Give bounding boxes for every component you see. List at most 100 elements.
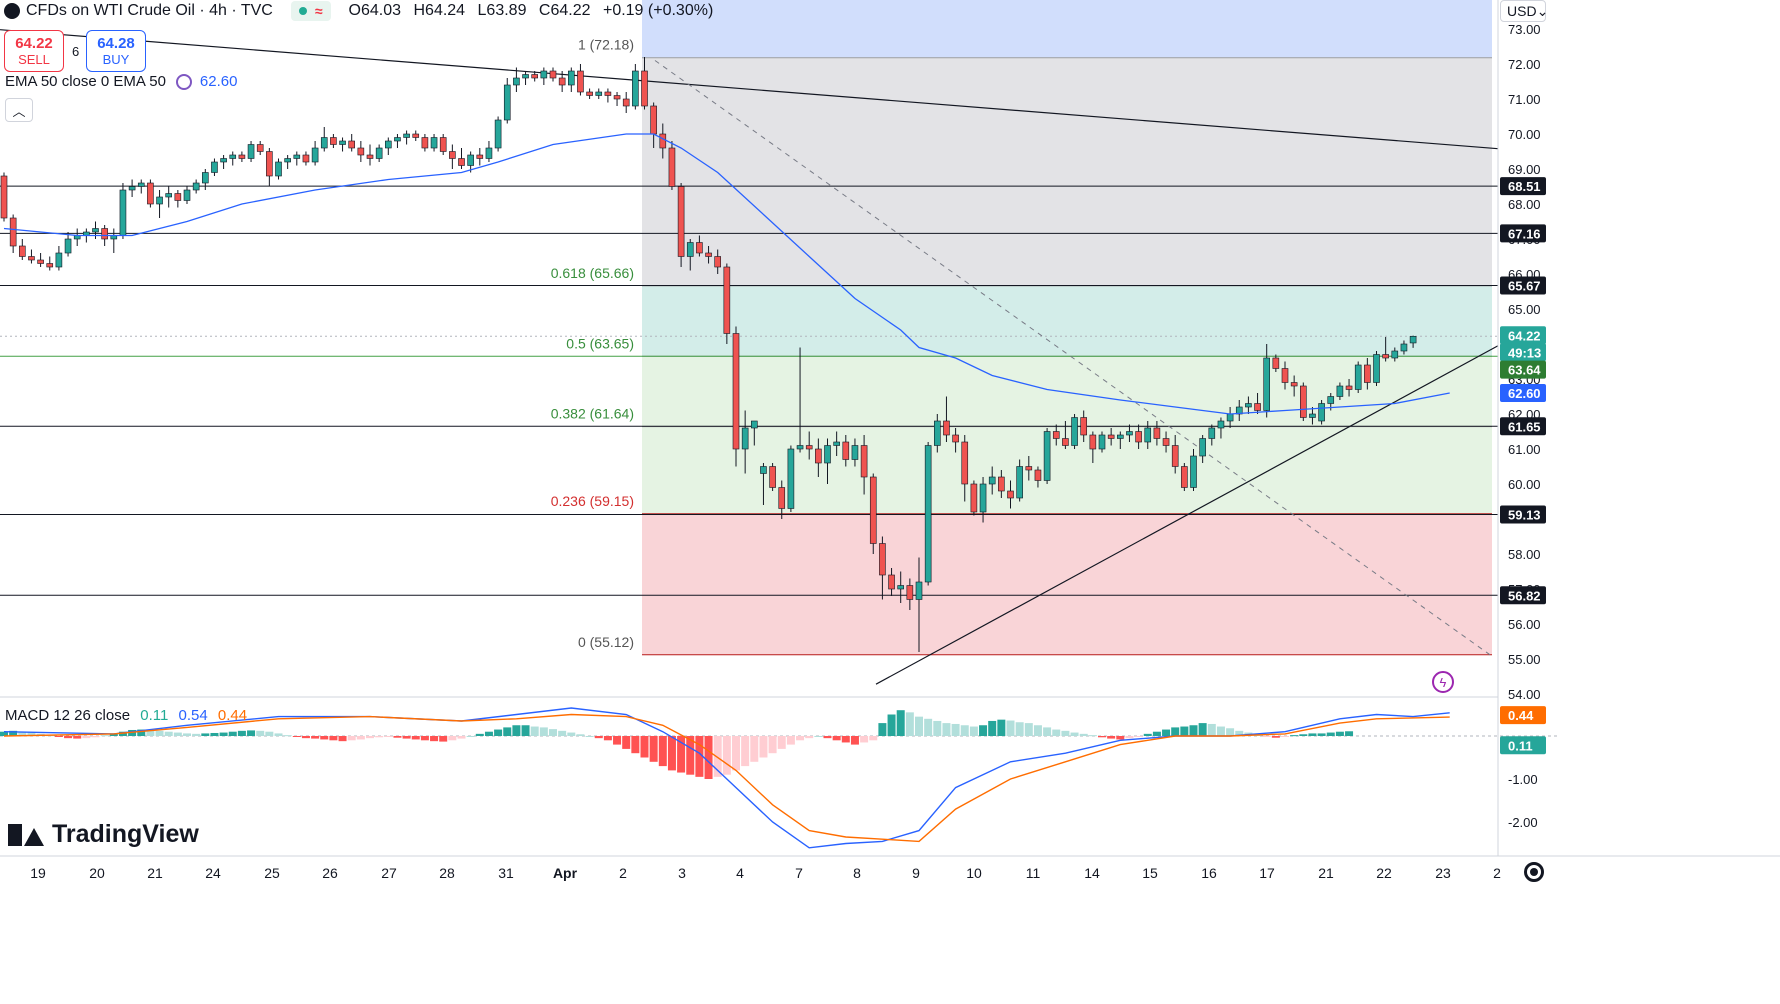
macd-histogram-bar [494, 729, 503, 736]
macd-histogram-bar [384, 736, 393, 737]
candle-down [705, 252, 712, 257]
candle-down [1181, 466, 1188, 488]
macd-histogram-bar [1152, 731, 1161, 736]
macd-histogram-bar [786, 736, 795, 745]
currency-selector[interactable]: USD ⌄ [1500, 0, 1548, 22]
macd-histogram-bar [292, 736, 301, 737]
macd-tag [1500, 706, 1546, 725]
macd-histogram-bar [759, 736, 768, 758]
macd-histogram-bar [640, 736, 649, 758]
time-tick-label: 25 [264, 865, 280, 881]
candle-down [1007, 490, 1014, 499]
brand-name: TradingView [52, 820, 199, 848]
price-tag-label: 63.64 [1508, 363, 1541, 378]
macd-histogram-bar [393, 736, 402, 738]
macd-histogram-bar [768, 736, 777, 754]
candle-up [1400, 343, 1408, 352]
collapse-legend-button[interactable]: ︿ [5, 98, 33, 122]
macd-histogram-bar [283, 735, 292, 737]
macd-histogram-bar [192, 733, 201, 736]
macd-histogram-bar [201, 733, 210, 736]
fib-label: 0.382 (61.64) [551, 406, 634, 422]
macd-histogram-bar [1271, 736, 1280, 738]
time-tick-label: 2 [1493, 865, 1501, 881]
buy-button[interactable]: 64.28 BUY [86, 30, 146, 72]
high-value: H64.24 [413, 2, 466, 19]
macd-histogram-bar [420, 736, 429, 741]
macd-histogram-bar [1107, 736, 1116, 739]
price-tag [1500, 384, 1546, 402]
candle-down [952, 434, 959, 443]
macd-histogram-bar [484, 731, 493, 736]
candle-up [137, 182, 145, 187]
change-value: +0.19 (+0.30%) [602, 2, 714, 19]
candle-down [1281, 368, 1289, 383]
macd-histogram-bar [823, 736, 832, 739]
candle-down [412, 133, 420, 138]
ema-legend-label: EMA 50 close 0 EMA 50 [5, 73, 166, 90]
macd-histogram-bar [146, 729, 155, 736]
candle-down [46, 263, 54, 268]
fib-label: 1 (72.18) [578, 37, 634, 53]
candle-down [366, 154, 374, 159]
macd-histogram-bar [1345, 731, 1354, 736]
candle-up [503, 84, 511, 121]
chart-header: CFDs on WTI Crude Oil · 4h · TVC ≈ O64.0… [0, 0, 721, 22]
macd-histogram-bar [183, 733, 191, 736]
macd-histogram-bar [1262, 736, 1271, 737]
sell-button[interactable]: 64.22 SELL [4, 30, 64, 72]
macd-histogram-bar [237, 730, 246, 736]
macd-histogram-bar [164, 731, 173, 736]
price-tick-label: 73.00 [1508, 22, 1541, 37]
macd-legend[interactable]: MACD 12 26 close 0.11 0.54 0.44 [5, 707, 247, 724]
candle-down [970, 483, 978, 513]
macd-histogram-bar [448, 736, 457, 741]
candle-down [906, 585, 914, 600]
price-tag-label: 65.67 [1508, 279, 1541, 294]
macd-tag-label: 0.11 [1508, 738, 1533, 753]
candle-down [732, 333, 740, 450]
price-tag [1500, 224, 1546, 243]
macd-histogram-bar [73, 736, 82, 739]
price-tick-label: 61.00 [1508, 442, 1541, 457]
macd-legend-macd: 0.11 [140, 707, 169, 724]
candle-up [1117, 434, 1124, 439]
macd-histogram-bar [658, 736, 667, 767]
market-status-pill[interactable]: ≈ [290, 1, 331, 21]
macd-histogram-bar [713, 736, 722, 777]
macd-histogram-bar [603, 736, 612, 741]
candle-down [805, 445, 813, 450]
candle-down [1135, 431, 1142, 443]
macd-histogram-bar [576, 734, 585, 736]
ema-legend[interactable]: EMA 50 close 0 EMA 50 62.60 [5, 73, 237, 90]
macd-histogram-bar [613, 736, 622, 745]
buy-price: 64.28 [97, 35, 135, 52]
macd-histogram-bar [1180, 726, 1189, 736]
candle-down [577, 70, 584, 93]
macd-histogram-bar [732, 736, 740, 771]
symbol-title[interactable]: CFDs on WTI Crude Oil · 4h · TVC [26, 2, 273, 19]
candle-down [860, 445, 868, 478]
candle-down [174, 193, 182, 201]
candle-down [650, 105, 657, 135]
macd-histogram-bar [777, 736, 786, 749]
candle-down [668, 147, 676, 187]
candle-down [998, 476, 1005, 492]
candle-up [165, 193, 172, 198]
candle-down [458, 158, 465, 166]
candle-down [604, 91, 612, 96]
flash-icon[interactable]: ϟ [1432, 671, 1454, 693]
candle-up [1126, 431, 1133, 436]
signal-line [3, 713, 1450, 843]
macd-histogram-bar [27, 732, 36, 736]
macd-histogram-bar [1335, 731, 1344, 736]
settings-gear-icon[interactable] [1524, 862, 1544, 882]
candle-down [531, 74, 539, 79]
macd-histogram-bar [1052, 729, 1061, 736]
candle-down [888, 574, 895, 590]
refresh-icon[interactable] [175, 73, 192, 90]
candle-up [933, 420, 941, 446]
macd-histogram-bar [439, 736, 448, 742]
time-tick-label: 26 [322, 865, 338, 881]
